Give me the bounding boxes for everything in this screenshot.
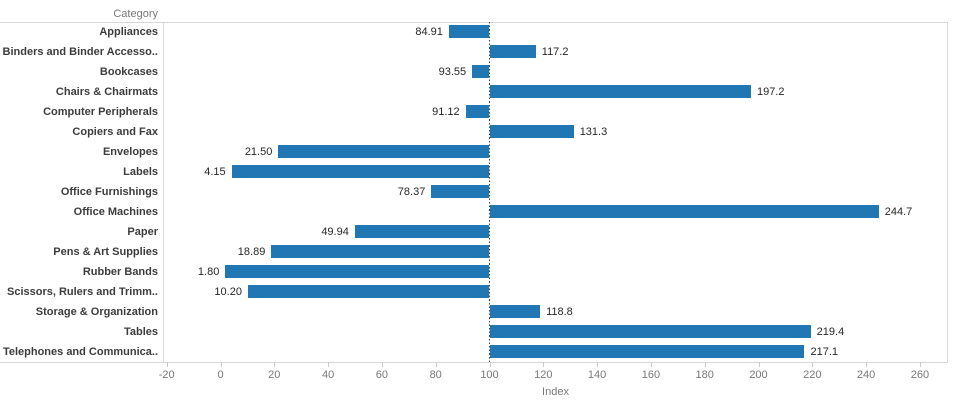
- axis-tick: [704, 362, 706, 367]
- category-label[interactable]: Pens & Art Supplies: [53, 246, 158, 258]
- axis-tick: [220, 362, 222, 367]
- bar[interactable]: [489, 45, 536, 58]
- axis-tick-label: 260: [910, 369, 930, 381]
- category-label[interactable]: Labels: [123, 166, 158, 178]
- bar[interactable]: [472, 65, 490, 78]
- header-underline: [0, 22, 948, 23]
- bar[interactable]: [448, 25, 490, 38]
- value-label: 217.1: [810, 346, 839, 358]
- axis-tick-label: 100: [480, 369, 499, 381]
- axis-tick-label: 240: [856, 369, 876, 381]
- value-label: 131.3: [579, 126, 608, 138]
- x-axis-line: [0, 362, 948, 363]
- value-label: 10.20: [214, 286, 242, 298]
- x-axis-title: Index: [542, 386, 569, 398]
- category-label[interactable]: Office Furnishings: [60, 186, 158, 198]
- category-plot-separator: [163, 22, 164, 362]
- value-label: 244.7: [884, 206, 913, 218]
- axis-tick: [866, 362, 868, 367]
- axis-tick: [435, 362, 437, 367]
- category-label[interactable]: Paper: [127, 226, 158, 238]
- axis-tick: [274, 362, 276, 367]
- axis-tick-label: -20: [158, 369, 175, 381]
- axis-tick-label: 60: [375, 369, 389, 381]
- bar[interactable]: [489, 85, 751, 98]
- axis-tick-label: 180: [695, 369, 714, 381]
- bar[interactable]: [489, 205, 879, 218]
- bar[interactable]: [354, 225, 490, 238]
- value-label: 117.2: [541, 46, 569, 58]
- axis-tick-label: 220: [803, 369, 822, 381]
- category-label[interactable]: Chairs & Chairmats: [55, 86, 158, 98]
- category-label[interactable]: Computer Peripherals: [43, 106, 158, 118]
- bar[interactable]: [278, 145, 490, 158]
- axis-tick-label: 200: [749, 369, 768, 381]
- bar[interactable]: [489, 305, 541, 318]
- bar[interactable]: [271, 245, 490, 258]
- axis-tick: [812, 362, 814, 367]
- category-label[interactable]: Rubber Bands: [82, 266, 158, 278]
- bar[interactable]: [465, 105, 490, 118]
- value-label: 91.12: [432, 106, 460, 118]
- value-label: 49.94: [321, 226, 349, 238]
- axis-tick-label: 40: [321, 369, 335, 381]
- bar[interactable]: [489, 125, 574, 138]
- value-label: 78.37: [397, 186, 426, 198]
- bar[interactable]: [489, 345, 805, 358]
- bar[interactable]: [431, 185, 490, 198]
- axis-tick: [758, 362, 760, 367]
- value-label: 1.80: [197, 266, 220, 278]
- axis-tick-label: 20: [268, 369, 281, 381]
- category-label[interactable]: Office Machines: [73, 206, 158, 218]
- axis-tick: [381, 362, 383, 367]
- category-label[interactable]: Storage & Organization: [35, 306, 158, 318]
- value-label: 84.91: [415, 26, 443, 38]
- axis-tick: [489, 362, 491, 367]
- plot-right-border: [947, 22, 948, 362]
- bar[interactable]: [247, 285, 490, 298]
- value-label: 219.4: [816, 326, 845, 338]
- axis-tick: [919, 362, 921, 367]
- axis-tick-label: 160: [641, 369, 661, 381]
- axis-tick-label: 0: [217, 369, 224, 381]
- category-label[interactable]: Binders and Binder Accesso..: [2, 46, 158, 58]
- axis-tick-label: 140: [587, 369, 607, 381]
- axis-tick-label: 120: [534, 369, 553, 381]
- value-label: 93.55: [438, 66, 467, 78]
- category-label[interactable]: Bookcases: [99, 66, 158, 78]
- value-label: 18.89: [237, 246, 266, 258]
- bar[interactable]: [225, 265, 490, 278]
- category-label[interactable]: Envelopes: [102, 146, 158, 158]
- value-label: 21.50: [244, 146, 273, 158]
- bar[interactable]: [231, 165, 490, 178]
- category-label[interactable]: Appliances: [99, 26, 158, 38]
- category-label[interactable]: Copiers and Fax: [72, 126, 158, 138]
- category-label[interactable]: Tables: [123, 326, 158, 338]
- category-column-header: Category: [113, 8, 158, 20]
- bar[interactable]: [489, 325, 811, 338]
- reference-line-100: [489, 22, 490, 362]
- axis-tick: [650, 362, 652, 367]
- axis-tick-label: 80: [429, 369, 442, 381]
- value-label: 118.8: [546, 306, 573, 318]
- axis-tick: [328, 362, 330, 367]
- category-label[interactable]: Telephones and Communica..: [2, 346, 158, 358]
- value-label: 4.15: [204, 166, 226, 178]
- category-label[interactable]: Scissors, Rulers and Trimm..: [6, 286, 158, 298]
- axis-tick: [166, 362, 168, 367]
- axis-tick: [597, 362, 599, 367]
- axis-tick: [543, 362, 545, 367]
- value-label: 197.2: [756, 86, 785, 98]
